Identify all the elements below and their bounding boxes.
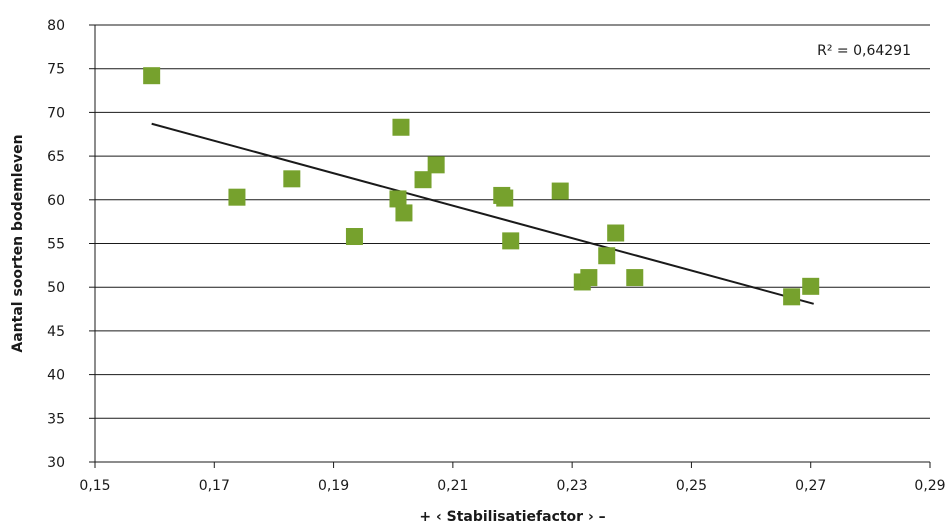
data-point	[395, 204, 413, 222]
y-tick-label: 45	[47, 324, 65, 340]
data-point	[414, 171, 432, 189]
data-point	[283, 170, 301, 188]
y-tick-label: 60	[47, 193, 65, 209]
axes	[89, 24, 931, 468]
data-point	[427, 156, 445, 174]
data-point	[551, 182, 569, 200]
y-tick-label: 35	[47, 411, 65, 427]
x-tick-labels: 0,15 0,17 0,19 0,21 0,23 0,25 0,27 0,29	[79, 478, 945, 494]
x-tick-label: 0,21	[437, 478, 468, 494]
y-tick-label: 40	[47, 368, 65, 384]
data-point	[228, 188, 246, 206]
y-tick-label: 50	[47, 280, 65, 296]
x-axis-label: + ‹ Stabilisatiefactor › –	[419, 509, 605, 525]
x-tick-label: 0,23	[557, 478, 588, 494]
y-tick-label: 65	[47, 149, 65, 165]
trendline-group	[151, 122, 814, 305]
data-point	[580, 269, 598, 287]
data-point	[598, 247, 616, 265]
data-point	[392, 118, 410, 136]
x-tick-label: 0,17	[199, 478, 230, 494]
data-point	[607, 224, 625, 242]
data-point	[502, 232, 520, 250]
y-tick-label: 55	[47, 237, 65, 253]
y-tick-label: 80	[47, 18, 65, 34]
r-squared-label: R² = 0,64291	[817, 43, 911, 59]
data-point	[389, 190, 407, 208]
y-tick-label: 30	[47, 455, 65, 471]
data-point	[802, 277, 820, 295]
y-axis-label: Aantal soorten bodemleven	[10, 134, 26, 352]
y-tick-labels: 30 35 40 45 50 55 60 65 70 75 80	[47, 18, 65, 471]
data-point	[143, 67, 161, 85]
x-tick-label: 0,29	[914, 478, 945, 494]
data-points	[143, 67, 820, 306]
y-tick-label: 70	[47, 105, 65, 121]
data-point	[496, 189, 514, 207]
x-tick-label: 0,27	[795, 478, 826, 494]
data-point	[626, 269, 644, 287]
x-tick-label: 0,15	[79, 478, 110, 494]
x-tick-label: 0,25	[676, 478, 707, 494]
data-point	[783, 288, 801, 306]
data-point	[345, 228, 363, 246]
y-tick-label: 75	[47, 62, 65, 78]
x-tick-label: 0,19	[318, 478, 349, 494]
trendline	[151, 122, 814, 305]
